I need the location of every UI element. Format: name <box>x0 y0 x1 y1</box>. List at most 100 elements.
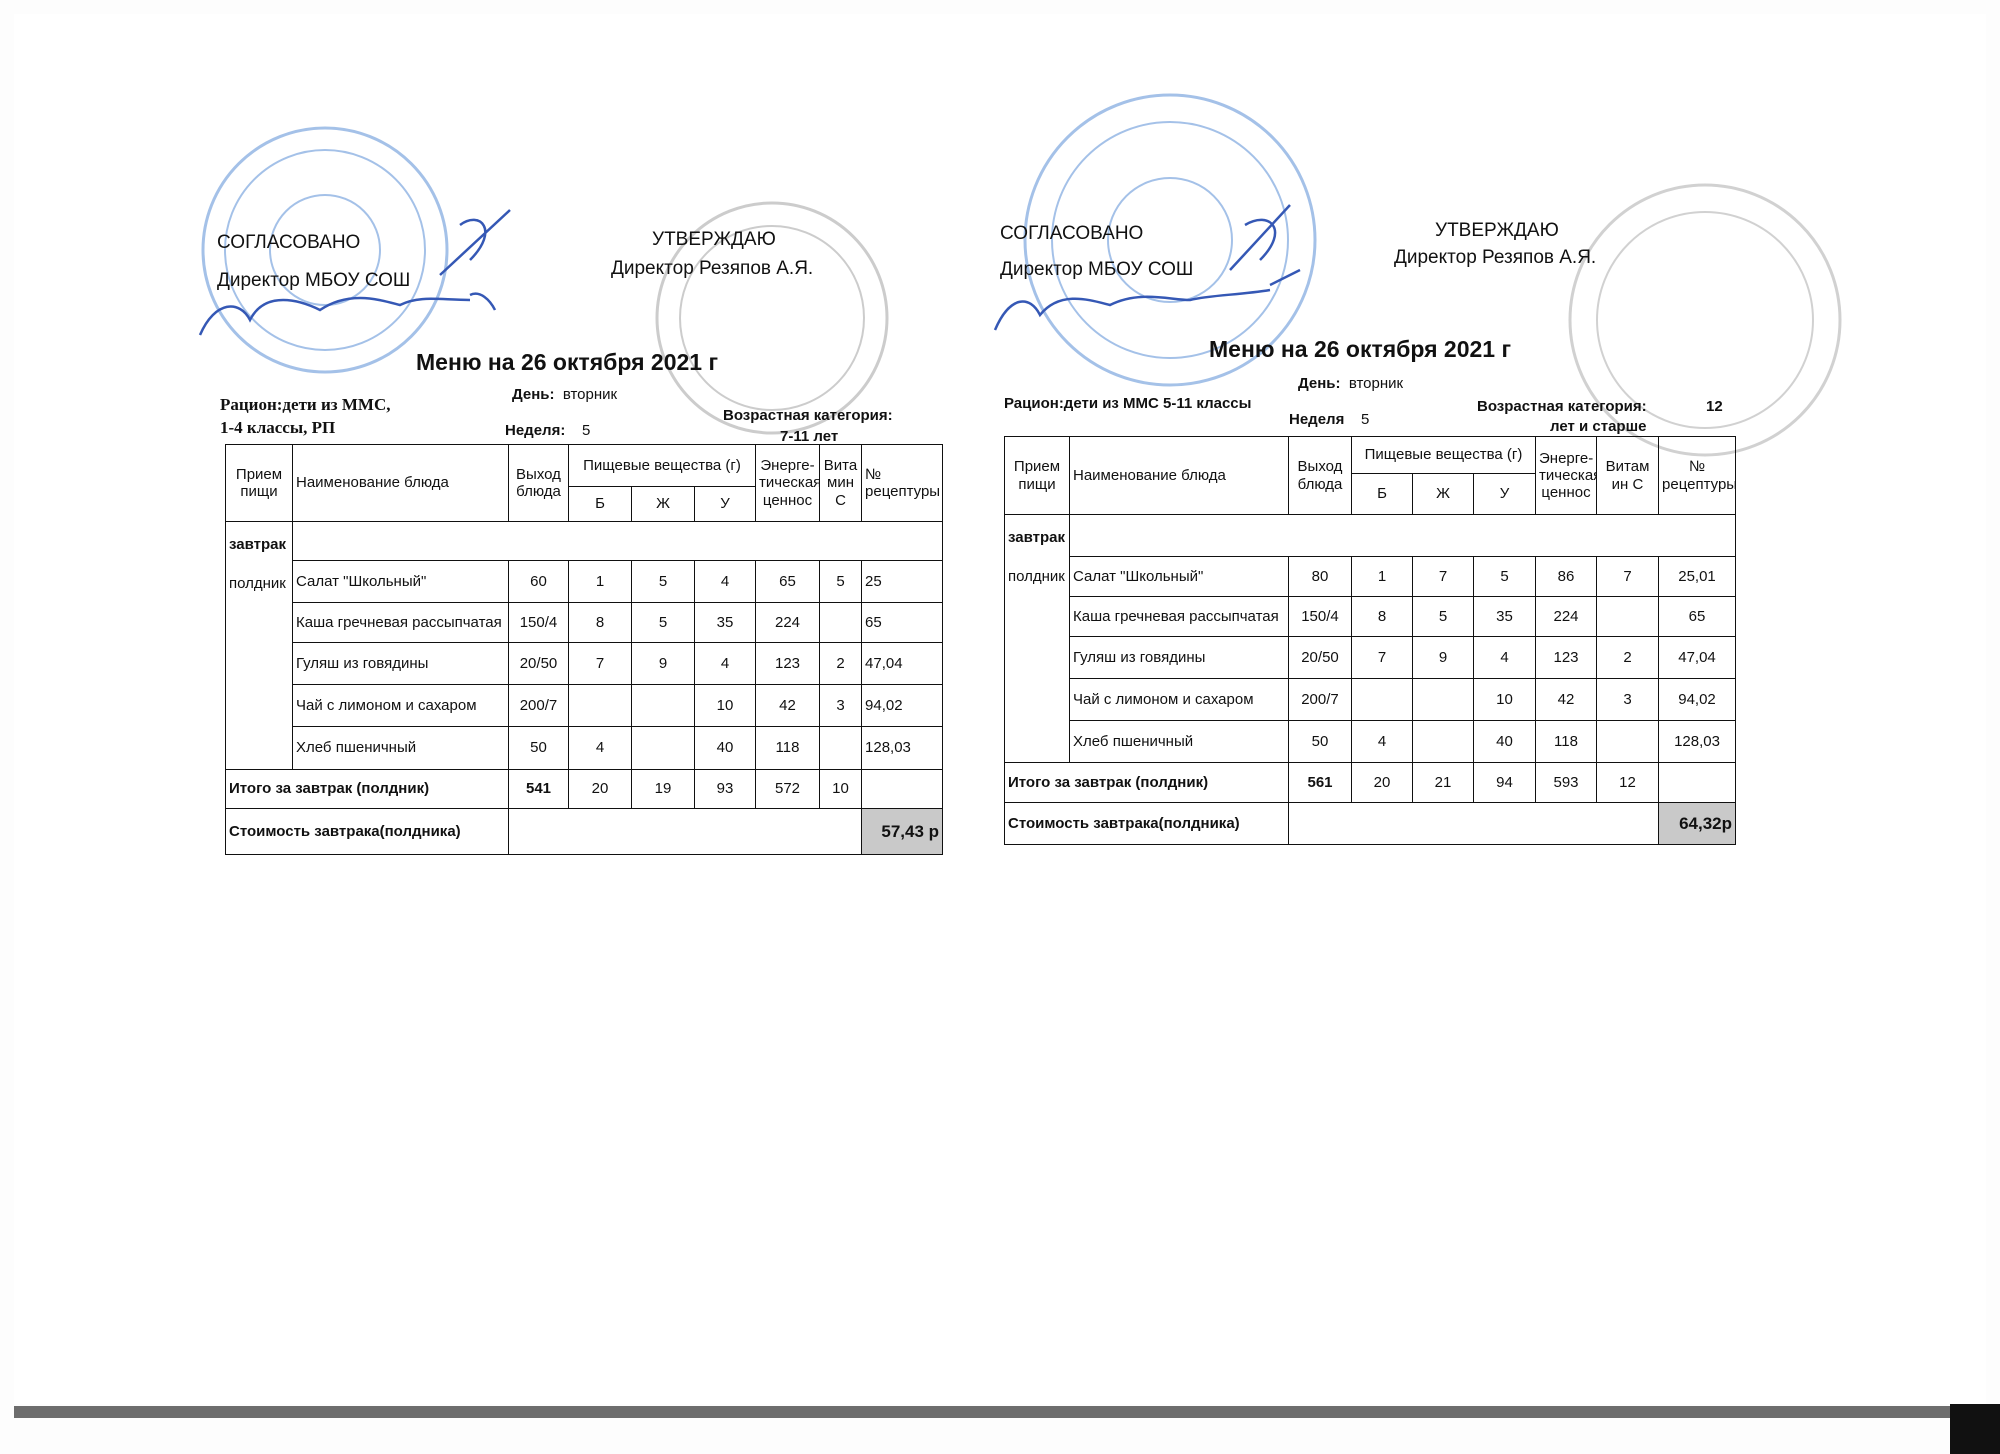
ration-line2: 1-4 классы, РП <box>220 418 336 437</box>
dish-value: 8 <box>568 602 632 643</box>
table-row: Салат "Школьный" 60 1 5 4 65 5 25 <box>226 560 944 603</box>
header-meal: Прием пищи <box>225 444 293 522</box>
table-row: Гуляш из говядины 20/50 7 9 4 123 2 47,04 <box>226 642 944 685</box>
dish-value: 10 <box>693 684 757 727</box>
header-fat: Ж <box>1412 473 1474 515</box>
dish-name: Чай с лимоном и сахаром <box>1069 678 1289 721</box>
header-carbs: У <box>1472 473 1537 515</box>
total-value: 20 <box>568 769 632 809</box>
header-yield: Выход блюда <box>1288 436 1352 515</box>
dish-value: 50 <box>508 726 569 770</box>
dish-value <box>819 726 863 770</box>
header-protein: Б <box>568 486 632 522</box>
approved-by: Директор Резяпов А.Я. <box>611 258 814 279</box>
dish-value <box>631 726 695 770</box>
agreed-by: Директор МБОУ СОШ <box>217 270 411 291</box>
cost-value: 57,43 р <box>861 808 944 855</box>
total-value: 10 <box>819 769 863 809</box>
dish-name: Салат "Школьный" <box>1069 556 1289 597</box>
dish-value: 25,01 <box>1658 556 1737 597</box>
total-value: 21 <box>1412 762 1474 803</box>
dish-name: Гуляш из говядины <box>292 642 509 685</box>
menu-title: Меню на 26 октября 2021 г <box>1209 336 1512 362</box>
dish-value: 50 <box>1288 720 1352 763</box>
empty-row <box>1068 514 1737 557</box>
header-recipe: № рецептуры <box>861 444 944 522</box>
dish-value: 118 <box>1535 720 1598 763</box>
dish-value: 7 <box>1351 636 1413 679</box>
table-row: Хлеб пшеничный 50 4 40 118 128,03 <box>226 726 944 770</box>
agreed-by: Директор МБОУ СОШ <box>1000 259 1194 280</box>
total-value: 561 <box>1288 762 1352 803</box>
total-value <box>1658 762 1737 803</box>
approved-by: Директор Резяпов А.Я. <box>1394 247 1597 268</box>
dish-value: 4 <box>693 560 757 603</box>
dish-value: 123 <box>1535 636 1598 679</box>
dish-value <box>819 602 863 643</box>
header-vitamin: Вита мин С <box>819 444 863 522</box>
week-value: 5 <box>582 422 591 439</box>
dish-value <box>1412 720 1474 763</box>
approved-label: УТВЕРЖДАЮ <box>652 229 776 250</box>
dish-name: Каша гречневая рассыпчатая <box>292 602 509 643</box>
dish-value: 60 <box>508 560 569 603</box>
dish-value: 94,02 <box>1658 678 1737 721</box>
dish-value: 9 <box>631 642 695 685</box>
dish-name: Хлеб пшеничный <box>1069 720 1289 763</box>
dish-value: 5 <box>1472 556 1537 597</box>
dish-value: 20/50 <box>508 642 569 685</box>
header-dish: Наименование блюда <box>1069 436 1289 515</box>
dish-name: Чай с лимоном и сахаром <box>292 684 509 727</box>
header-protein: Б <box>1351 473 1413 515</box>
week-label: Неделя <box>1289 411 1345 428</box>
dish-value <box>568 684 632 727</box>
dish-value: 150/4 <box>1288 596 1352 637</box>
dish-value: 200/7 <box>1288 678 1352 721</box>
dish-value: 200/7 <box>508 684 569 727</box>
dish-value <box>1351 678 1413 721</box>
total-value: 541 <box>508 769 569 809</box>
header-yield: Выход блюда <box>508 444 569 522</box>
dish-value: 118 <box>755 726 821 770</box>
dish-value: 7 <box>1596 556 1660 597</box>
dish-value: 4 <box>568 726 632 770</box>
dish-value: 3 <box>1596 678 1660 721</box>
total-value: 93 <box>693 769 757 809</box>
table-row: Каша гречневая рассыпчатая 150/4 8 5 35 224 65 <box>226 602 944 643</box>
scanner-edge <box>14 1406 1954 1418</box>
dish-value: 20/50 <box>1288 636 1352 679</box>
meal-type-cell: завтрак полдник <box>225 521 293 770</box>
dish-value: 42 <box>755 684 821 727</box>
header-fat: Ж <box>631 486 695 522</box>
ration-label: Рацион:дети из ММС 5-11 классы <box>1004 395 1252 412</box>
school-stamp-right <box>1023 93 1317 387</box>
agreed-label: СОГЛАСОВАНО <box>1000 223 1144 244</box>
dish-value: 35 <box>1472 596 1537 637</box>
empty-row <box>291 521 944 561</box>
meal-label: полдник <box>1008 568 1065 586</box>
dish-name: Хлеб пшеничный <box>292 726 509 770</box>
dish-value: 42 <box>1535 678 1598 721</box>
menu-table-5-11: Прием пищи Наименование блюда Выход блюда П… <box>1004 436 1737 845</box>
total-value <box>861 769 944 809</box>
dish-value <box>1596 720 1660 763</box>
dish-value: 1 <box>1351 556 1413 597</box>
total-value: 20 <box>1351 762 1413 803</box>
total-label: Итого за завтрак (полдник) <box>1004 762 1289 803</box>
dish-value: 40 <box>693 726 757 770</box>
cost-empty <box>1287 802 1660 845</box>
dish-value: 9 <box>1412 636 1474 679</box>
dish-value: 224 <box>755 602 821 643</box>
day-label: День: <box>1298 375 1341 392</box>
dish-value: 80 <box>1288 556 1352 597</box>
dish-value: 5 <box>819 560 863 603</box>
dish-value: 47,04 <box>861 642 944 685</box>
dish-value: 47,04 <box>1658 636 1737 679</box>
dish-name: Каша гречневая рассыпчатая <box>1069 596 1289 637</box>
dish-value: 1 <box>568 560 632 603</box>
age-label: Возрастная категория: <box>723 407 893 424</box>
total-value: 572 <box>755 769 821 809</box>
table-row: Хлеб пшеничный 50 4 40 118 128,03 <box>1005 720 1737 763</box>
table-row: Гуляш из говядины 20/50 7 9 4 123 2 47,04 <box>1005 636 1737 679</box>
header-meal: Прием пищи <box>1004 436 1070 515</box>
